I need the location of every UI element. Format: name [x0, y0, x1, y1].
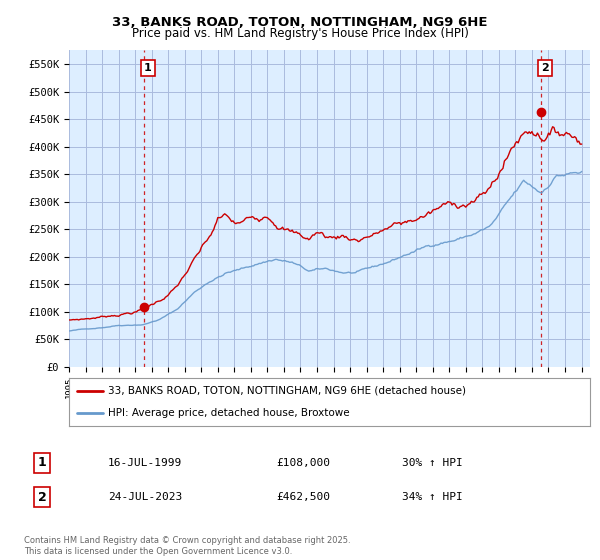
Text: Price paid vs. HM Land Registry's House Price Index (HPI): Price paid vs. HM Land Registry's House … [131, 27, 469, 40]
Text: 1: 1 [38, 456, 46, 469]
Text: Contains HM Land Registry data © Crown copyright and database right 2025.
This d: Contains HM Land Registry data © Crown c… [24, 536, 350, 556]
Text: £462,500: £462,500 [276, 492, 330, 502]
Text: 33, BANKS ROAD, TOTON, NOTTINGHAM, NG9 6HE: 33, BANKS ROAD, TOTON, NOTTINGHAM, NG9 6… [112, 16, 488, 29]
Text: 1: 1 [144, 63, 152, 73]
Text: 16-JUL-1999: 16-JUL-1999 [108, 458, 182, 468]
Text: HPI: Average price, detached house, Broxtowe: HPI: Average price, detached house, Brox… [108, 408, 350, 418]
Text: 33, BANKS ROAD, TOTON, NOTTINGHAM, NG9 6HE (detached house): 33, BANKS ROAD, TOTON, NOTTINGHAM, NG9 6… [108, 386, 466, 396]
Text: 30% ↑ HPI: 30% ↑ HPI [402, 458, 463, 468]
Text: 24-JUL-2023: 24-JUL-2023 [108, 492, 182, 502]
Text: 2: 2 [38, 491, 46, 504]
Text: 2: 2 [541, 63, 549, 73]
Text: 34% ↑ HPI: 34% ↑ HPI [402, 492, 463, 502]
Text: £108,000: £108,000 [276, 458, 330, 468]
